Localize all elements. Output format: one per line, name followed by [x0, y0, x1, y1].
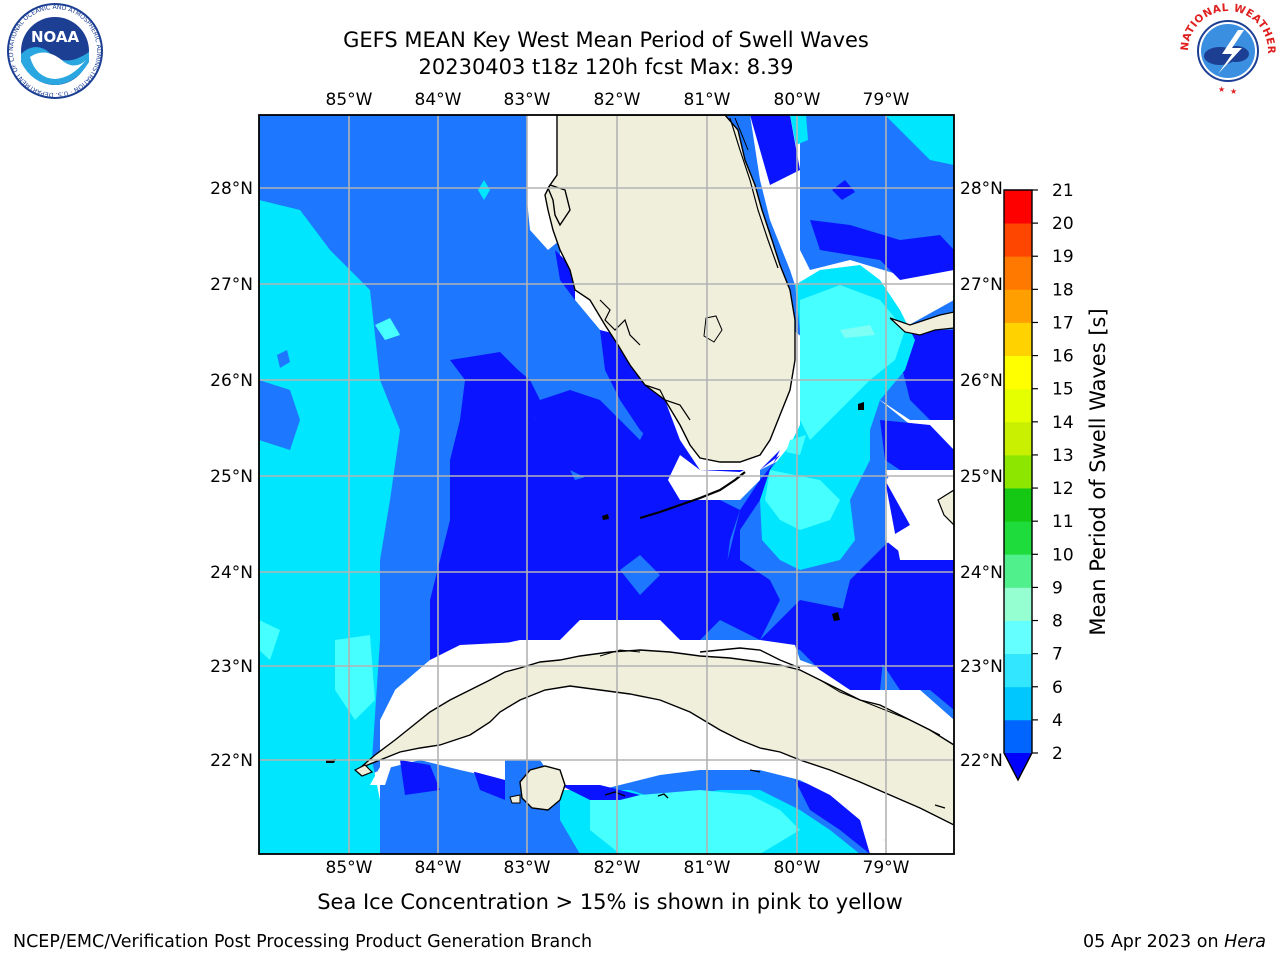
- svg-text:★: ★: [1218, 85, 1225, 94]
- colorbar-segment: [1004, 521, 1032, 555]
- colorbar-title: Mean Period of Swell Waves [s]: [1086, 308, 1110, 635]
- colorbar-labels: 2 4 6 7 8 9 10 11 12 13 14 15 16 17 18 19 20 21: [1032, 181, 1074, 764]
- field-light-cyan-south: [590, 790, 800, 854]
- colorbar-tick-label: 9: [1052, 578, 1063, 598]
- lat-label: 24°N: [960, 563, 1003, 583]
- colorbar-tick-label: 18: [1052, 280, 1074, 300]
- noaa-logo-text: NOAA: [31, 28, 80, 46]
- colorbar-segment: [1004, 488, 1032, 522]
- colorbar-tick-label: 6: [1052, 678, 1063, 698]
- colorbar-segment: [1004, 223, 1032, 257]
- lat-label: 22°N: [960, 751, 1003, 771]
- colorbar-segment: [1004, 256, 1032, 290]
- colorbar-tick-label: 21: [1052, 181, 1074, 201]
- lat-label: 26°N: [210, 371, 253, 391]
- colorbar-tick-label: 16: [1052, 347, 1074, 367]
- noaa-logo: NATIONAL OCEANIC AND ATMOSPHERIC ADMINIS…: [6, 2, 103, 99]
- colorbar-tick-label: 20: [1052, 214, 1074, 234]
- lat-label: 27°N: [960, 275, 1003, 295]
- lon-label: 80°W: [774, 858, 821, 878]
- colorbar-segment: [1004, 421, 1032, 456]
- graticule: [259, 115, 954, 854]
- colorbar-segment: [1004, 190, 1032, 224]
- lat-labels-left: 28°N 27°N 26°N 25°N 24°N 23°N 22°N: [210, 179, 253, 771]
- lon-label: 81°W: [684, 858, 731, 878]
- colorbar-tick-label: 8: [1052, 612, 1063, 632]
- colorbar-segment: [1004, 653, 1032, 688]
- lat-label: 24°N: [210, 563, 253, 583]
- colorbar-tick-label: 7: [1052, 645, 1063, 665]
- footer-date: 05 Apr 2023 on Hera: [1083, 932, 1266, 952]
- lon-label: 80°W: [774, 90, 821, 110]
- colorbar: 2 4 6 7 8 9 10 11 12 13 14 15 16 17 18 19 20 21 Mean Peri…: [1003, 181, 1110, 782]
- colorbar-under-arrow: [1004, 753, 1032, 780]
- colorbar-segment: [1004, 454, 1032, 489]
- svg-text:★: ★: [1230, 87, 1237, 96]
- colorbar-segment: [1004, 587, 1032, 621]
- colorbar-segment: [1004, 388, 1032, 423]
- lat-label: 23°N: [210, 657, 253, 677]
- lon-label: 84°W: [415, 90, 462, 110]
- lon-labels-top: 85°W 84°W 83°W 82°W 81°W 80°W 79°W: [326, 90, 910, 110]
- colorbar-tick-label: 2: [1052, 744, 1063, 764]
- lon-labels-bottom: 85°W 84°W 83°W 82°W 81°W 80°W 79°W: [326, 858, 910, 878]
- map-subtitle-forecast: 20230403 t18z 120h fcst Max: 8.39: [418, 55, 794, 79]
- colorbar-tick-label: 15: [1052, 380, 1074, 400]
- florida-keys: [639, 471, 746, 520]
- colorbar-tick-label: 14: [1052, 413, 1074, 433]
- map-title: GEFS MEAN Key West Mean Period of Swell …: [343, 28, 869, 52]
- colorbar-tick-label: 17: [1052, 313, 1074, 333]
- map-frame: [258, 114, 955, 855]
- colorbar-tick-label: 12: [1052, 479, 1074, 499]
- colorbar-segments: [1004, 190, 1032, 754]
- lat-label: 22°N: [210, 751, 253, 771]
- colorbar-segment: [1004, 289, 1032, 323]
- lon-label: 83°W: [504, 858, 551, 878]
- lat-label: 28°N: [960, 179, 1003, 199]
- land-grand-bahama: [889, 311, 954, 336]
- lon-label: 85°W: [326, 90, 373, 110]
- field-light-cyan-east: [800, 285, 905, 440]
- lon-label: 85°W: [326, 858, 373, 878]
- colorbar-tick-label: 13: [1052, 446, 1074, 466]
- lat-label: 27°N: [210, 275, 253, 295]
- colorbar-tick-label: 11: [1052, 512, 1074, 532]
- nws-logo: NATIONAL WEATHER SERVICE ★ ★: [1178, 2, 1277, 98]
- lon-label: 82°W: [594, 90, 641, 110]
- lat-label: 23°N: [960, 657, 1003, 677]
- lat-label: 25°N: [210, 467, 253, 487]
- sea-ice-note: Sea Ice Concentration > 15% is shown in …: [317, 890, 903, 914]
- swell-period-field: [259, 115, 954, 854]
- colorbar-segment: [1004, 355, 1032, 390]
- lat-label: 26°N: [960, 371, 1003, 391]
- lat-label: 28°N: [210, 179, 253, 199]
- colorbar-segment: [1004, 719, 1032, 754]
- footer-machine: Hera: [1224, 932, 1266, 952]
- lon-label: 81°W: [684, 90, 731, 110]
- lon-label: 82°W: [594, 858, 641, 878]
- lon-label: 83°W: [504, 90, 551, 110]
- footer-credit: NCEP/EMC/Verification Post Processing Pr…: [13, 932, 593, 952]
- lon-label: 79°W: [863, 858, 910, 878]
- field-light-cyan-west: [335, 635, 375, 720]
- land-andros: [937, 489, 954, 526]
- colorbar-frame: [1003, 189, 1033, 782]
- colorbar-tick-label: 19: [1052, 247, 1074, 267]
- colorbar-segment: [1004, 554, 1032, 588]
- footer-date-text: 05 Apr 2023 on: [1082, 932, 1219, 952]
- colorbar-segment: [1004, 322, 1032, 356]
- lat-label: 25°N: [960, 467, 1003, 487]
- land-florida: [544, 115, 796, 463]
- lat-labels-right: 28°N 27°N 26°N 25°N 24°N 23°N 22°N: [960, 179, 1003, 771]
- colorbar-segment: [1004, 620, 1032, 655]
- lon-label: 79°W: [863, 90, 910, 110]
- colorbar-tick-label: 10: [1052, 545, 1074, 565]
- colorbar-tick-label: 4: [1052, 711, 1063, 731]
- lon-label: 84°W: [415, 858, 462, 878]
- colorbar-segment: [1004, 686, 1032, 721]
- field-dark-blue-core: [430, 352, 740, 660]
